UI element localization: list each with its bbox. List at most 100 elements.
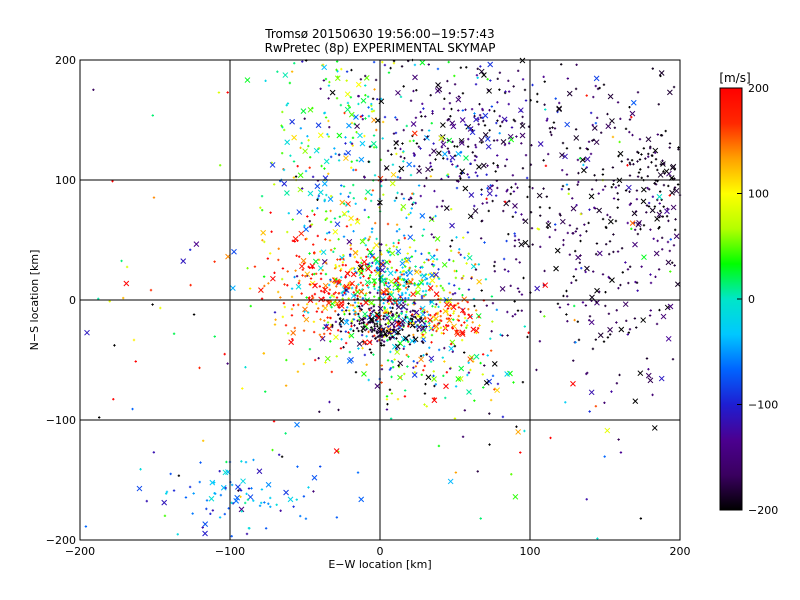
scatter-point	[395, 118, 399, 121]
scatter-point	[352, 291, 355, 294]
scatter-point	[335, 296, 339, 299]
scatter-point	[619, 117, 622, 121]
scatter-point	[575, 227, 579, 230]
scatter-point	[646, 186, 649, 190]
scatter-point	[409, 99, 413, 102]
scatter-cross	[320, 249, 327, 256]
scatter-point	[531, 83, 534, 87]
scatter-point	[658, 308, 661, 312]
scatter-point	[465, 66, 468, 69]
scatter-cross	[265, 481, 272, 488]
scatter-point	[501, 120, 504, 124]
scatter-point	[403, 236, 407, 240]
scatter-point	[496, 186, 499, 190]
scatter-point	[579, 212, 583, 216]
scatter-point	[597, 192, 600, 195]
scatter-point	[661, 215, 665, 218]
scatter-point	[395, 311, 399, 315]
scatter-point	[457, 109, 460, 112]
scatter-point	[448, 367, 452, 370]
scatter-point	[413, 239, 416, 242]
scatter-point	[271, 448, 274, 452]
scatter-point	[386, 287, 389, 290]
y-tick-label: −200	[46, 534, 76, 547]
scatter-point	[495, 308, 499, 312]
scatter-point	[467, 361, 470, 364]
scatter-cross	[360, 325, 367, 332]
scatter-point	[467, 252, 470, 255]
scatter-cross	[346, 122, 352, 129]
scatter-point	[602, 340, 606, 343]
scatter-cross	[519, 132, 526, 139]
scatter-point	[668, 146, 671, 149]
scatter-point	[375, 146, 378, 149]
scatter-cross	[591, 125, 598, 131]
scatter-point	[567, 192, 570, 196]
scatter-point	[619, 283, 622, 287]
scatter-point	[602, 83, 606, 86]
scatter-point	[457, 95, 461, 98]
scatter-point	[491, 184, 494, 187]
scatter-point	[588, 208, 591, 211]
scatter-point	[538, 206, 542, 209]
scatter-cross	[402, 335, 409, 342]
scatter-point	[364, 244, 368, 247]
scatter-point	[397, 241, 400, 245]
scatter-point	[430, 122, 433, 125]
scatter-cross	[341, 210, 348, 217]
scatter-point	[449, 245, 452, 248]
scatter-cross	[321, 258, 328, 265]
scatter-point	[400, 273, 404, 276]
scatter-point	[431, 112, 434, 115]
scatter-cross	[413, 269, 420, 275]
scatter-point	[620, 247, 624, 250]
scatter-point	[423, 311, 426, 314]
scatter-point	[400, 192, 404, 196]
scatter-point	[439, 310, 442, 313]
scatter-cross	[407, 279, 414, 285]
scatter-cross	[570, 380, 576, 387]
scatter-point	[651, 67, 654, 70]
scatter-point	[388, 388, 392, 391]
scatter-cross	[554, 247, 561, 254]
scatter-point	[586, 148, 590, 151]
scatter-point	[554, 223, 557, 226]
scatter-point	[601, 273, 605, 276]
scatter-point	[223, 512, 227, 516]
scatter-cross	[542, 282, 549, 289]
scatter-point	[446, 313, 450, 316]
scatter-cross	[344, 106, 351, 113]
scatter-point	[546, 226, 550, 229]
scatter-point	[313, 272, 316, 276]
scatter-point	[635, 189, 639, 192]
scatter-point	[323, 111, 327, 115]
scatter-point	[673, 177, 676, 180]
scatter-point	[579, 254, 582, 257]
scatter-point	[424, 382, 427, 386]
scatter-point	[370, 330, 374, 334]
scatter-point	[520, 213, 523, 216]
scatter-point	[327, 135, 331, 138]
scatter-point	[394, 281, 397, 284]
scatter-point	[636, 150, 639, 154]
scatter-point	[316, 234, 320, 238]
scatter-point	[240, 460, 243, 463]
scatter-point	[671, 261, 674, 264]
scatter-point	[380, 328, 383, 331]
scatter-point	[648, 188, 651, 191]
scatter-point	[458, 248, 461, 251]
scatter-cross	[412, 74, 418, 81]
scatter-point	[372, 246, 375, 250]
scatter-point	[362, 238, 365, 242]
scatter-point	[325, 193, 328, 197]
scatter-cross	[348, 111, 355, 118]
scatter-point	[332, 295, 336, 298]
scatter-point	[350, 121, 354, 125]
scatter-point	[442, 157, 445, 160]
scatter-point	[615, 382, 619, 385]
scatter-point	[437, 305, 440, 309]
scatter-point	[488, 443, 491, 446]
scatter-point	[512, 381, 515, 384]
scatter-point	[393, 199, 397, 203]
scatter-point	[290, 70, 294, 73]
